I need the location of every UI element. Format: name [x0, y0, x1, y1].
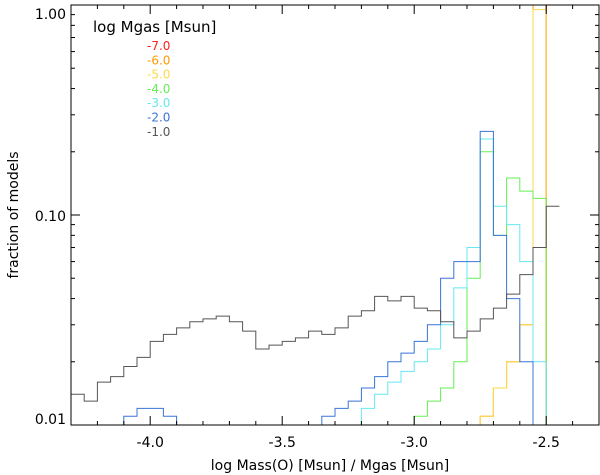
x-tick-label: -3.0 — [401, 435, 428, 451]
series-line-4 — [71, 151, 560, 426]
series-line-6 — [71, 130, 560, 426]
series-line-5 — [71, 138, 560, 426]
legend-entry: -4.0 — [147, 82, 170, 96]
y-tick-label: 1.00 — [35, 7, 66, 23]
series-layer — [71, 4, 560, 426]
legend-entry: -2.0 — [147, 111, 170, 125]
x-tick-label: -4.0 — [137, 435, 164, 451]
x-axis-title: log Mass(O) [Msun] / Mgas [Msun] — [211, 458, 449, 474]
plot-area: -4.0 -3.5 -3.0 -2.5 0.01 0.10 1.00 — [35, 4, 600, 451]
series-line-1 — [71, 4, 560, 426]
legend-entry: -7.0 — [147, 39, 170, 53]
legend-entry: -1.0 — [147, 125, 170, 139]
y-axis-title: fraction of models — [6, 151, 22, 278]
legend-title: log Mgas [Msun] — [93, 18, 216, 36]
y-tick-label: 0.10 — [35, 209, 66, 225]
series-line-2 — [71, 4, 560, 426]
series-line-3 — [71, 9, 560, 426]
legend-entry: -5.0 — [147, 68, 170, 82]
x-tick-label: -3.5 — [269, 435, 296, 451]
ticks-layer: -4.0 -3.5 -3.0 -2.5 0.01 0.10 1.00 — [35, 4, 600, 451]
legend-entry: -6.0 — [147, 53, 170, 67]
legend-entries: -7.0-6.0-5.0-4.0-3.0-2.0-1.0 — [147, 39, 170, 139]
legend: log Mgas [Msun] -7.0-6.0-5.0-4.0-3.0-2.0… — [93, 18, 216, 139]
y-tick-label: 0.01 — [35, 412, 66, 428]
legend-entry: -3.0 — [147, 96, 170, 110]
series-line-7 — [71, 205, 560, 402]
x-tick-label: -2.5 — [533, 435, 560, 451]
